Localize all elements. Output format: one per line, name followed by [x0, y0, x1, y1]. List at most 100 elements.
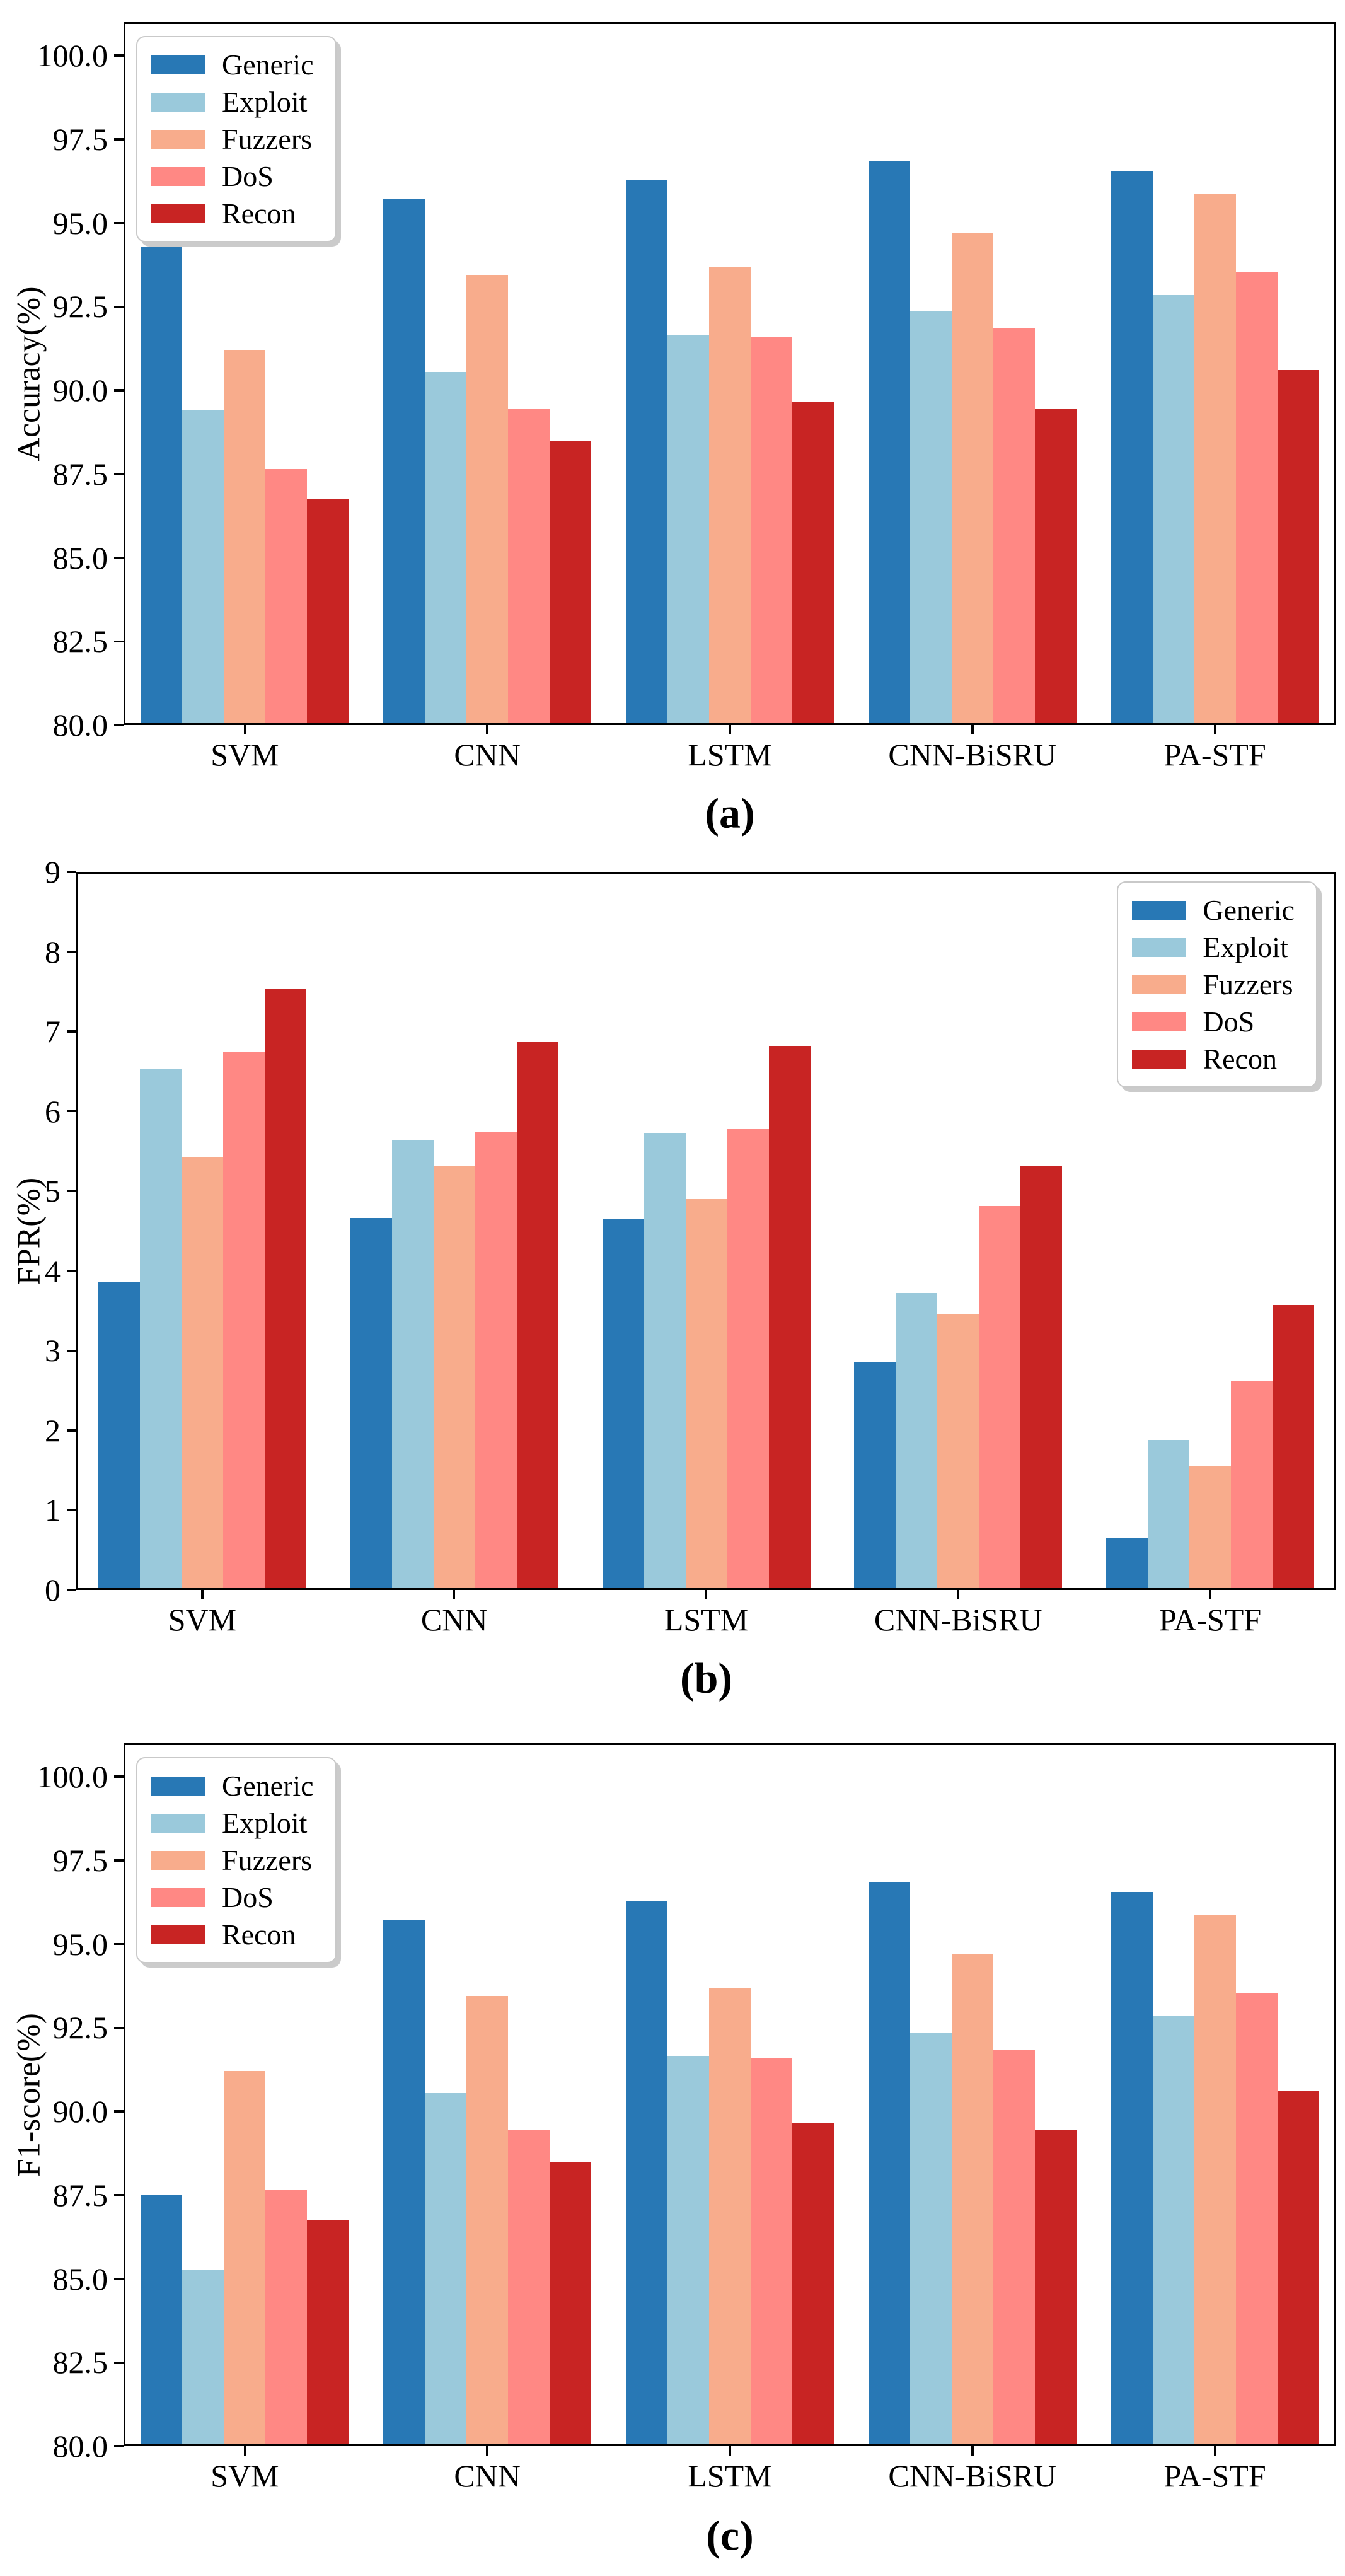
y-tick	[114, 305, 124, 308]
bar-c-SVM-Recon	[307, 2220, 349, 2446]
y-tick-label: 85.0	[52, 540, 108, 576]
legend: Generic Exploit Fuzzers DoS Recon	[136, 1757, 337, 1963]
y-tick	[114, 556, 124, 559]
bar-a-CNN-Exploit	[425, 371, 467, 725]
bar-c-PA-STF-Exploit	[1152, 2016, 1194, 2446]
legend-swatch-Recon	[151, 1925, 205, 1944]
y-tick-label: 92.5	[52, 289, 108, 325]
bar-c-SVM-Fuzzers	[224, 2071, 266, 2446]
bar-b-CNN-Recon	[516, 1041, 558, 1590]
bar-b-LSTM-Recon	[768, 1045, 811, 1590]
x-tick-label-CNN: CNN	[420, 1602, 488, 1637]
bar-b-PA-STF-Recon	[1273, 1305, 1315, 1590]
legend-swatch-Generic	[151, 55, 205, 74]
x-tick	[729, 2446, 731, 2456]
legend-label-Recon: Recon	[222, 1918, 296, 1951]
bar-a-CNN-BiSRU-Fuzzers	[951, 233, 993, 725]
x-tick	[243, 2446, 246, 2456]
legend-item-DoS: DoS	[151, 1879, 314, 1916]
y-tick-label: 1	[45, 1492, 61, 1528]
y-tick-label: 0	[45, 1572, 61, 1608]
y-tick-label: 8	[45, 934, 61, 970]
legend-item-Recon: Recon	[1132, 1040, 1295, 1077]
y-tick-label: 85.0	[52, 2261, 108, 2297]
y-tick-label: 2	[45, 1412, 61, 1448]
legend-swatch-Exploit	[151, 1813, 205, 1833]
bar-c-LSTM-Fuzzers	[709, 1987, 751, 2446]
bar-a-SVM-Fuzzers	[224, 350, 266, 725]
y-tick	[114, 724, 124, 726]
bar-c-CNN-Exploit	[425, 2092, 467, 2446]
legend-item-Exploit: Exploit	[151, 83, 314, 120]
legend-item-Generic: Generic	[151, 1767, 314, 1804]
bar-a-LSTM-Fuzzers	[709, 266, 751, 725]
bar-c-SVM-Generic	[141, 2195, 183, 2446]
legend-item-Exploit: Exploit	[151, 1804, 314, 1842]
legend-swatch-Exploit	[1132, 937, 1187, 957]
y-tick-label: 87.5	[52, 456, 108, 492]
y-tick	[114, 1942, 124, 1946]
bar-a-CNN-BiSRU-DoS	[993, 328, 1035, 725]
y-tick	[114, 1775, 124, 1778]
y-tick-label: 92.5	[52, 2010, 108, 2046]
bar-c-SVM-DoS	[265, 2190, 308, 2446]
x-tick-label-CNN-BiSRU: CNN-BiSRU	[874, 1602, 1042, 1637]
legend-swatch-Fuzzers	[151, 129, 205, 149]
bar-c-PA-STF-Fuzzers	[1194, 1915, 1236, 2446]
bar-b-LSTM-Exploit	[644, 1132, 686, 1590]
x-tick-label-PA-STF: PA-STF	[1163, 2458, 1266, 2493]
legend-label-Exploit: Exploit	[222, 1806, 308, 1839]
y-tick-label: 4	[45, 1253, 61, 1289]
y-tick-label: 87.5	[52, 2177, 108, 2213]
y-tick	[67, 1589, 76, 1591]
bar-a-CNN-DoS	[508, 409, 550, 725]
y-tick	[67, 1030, 76, 1033]
bar-a-CNN-BiSRU-Exploit	[909, 311, 952, 725]
legend-label-DoS: DoS	[222, 1881, 274, 1913]
bar-a-LSTM-Recon	[792, 402, 834, 725]
y-tick-label: 100.0	[37, 1759, 108, 1795]
y-tick	[114, 2110, 124, 2113]
x-tick	[486, 2446, 488, 2456]
y-tick-label: 95.0	[52, 205, 108, 241]
legend-swatch-Generic	[1132, 900, 1187, 920]
y-tick	[67, 950, 76, 953]
bar-b-CNN-BiSRU-Exploit	[896, 1293, 938, 1590]
y-tick-label: 5	[45, 1173, 61, 1209]
bar-a-SVM-Exploit	[182, 410, 224, 725]
x-tick	[243, 725, 246, 734]
bar-a-SVM-Generic	[141, 246, 183, 725]
bar-b-CNN-BiSRU-DoS	[979, 1206, 1021, 1590]
y-tick-label: 82.5	[52, 2345, 108, 2381]
y-tick-label: 6	[45, 1093, 61, 1129]
bar-a-SVM-Recon	[307, 499, 349, 725]
bar-a-LSTM-Exploit	[667, 335, 709, 725]
bar-a-LSTM-DoS	[751, 337, 792, 725]
legend-swatch-DoS	[1132, 1012, 1187, 1031]
y-tick	[114, 54, 124, 57]
legend-item-Recon: Recon	[151, 195, 314, 232]
y-tick-label: 9	[45, 854, 61, 890]
bar-b-CNN-BiSRU-Recon	[1020, 1166, 1063, 1590]
panel-caption-a: (a)	[705, 789, 755, 837]
legend-label-Fuzzers: Fuzzers	[222, 122, 313, 155]
bar-a-LSTM-Generic	[626, 179, 667, 725]
y-tick	[114, 138, 124, 141]
bar-b-LSTM-DoS	[727, 1128, 769, 1590]
bar-a-CNN-BiSRU-Recon	[1034, 409, 1077, 725]
x-tick-label-CNN: CNN	[454, 2458, 521, 2493]
x-tick-label-PA-STF: PA-STF	[1159, 1602, 1262, 1637]
legend-swatch-Fuzzers	[1132, 975, 1187, 994]
legend-label-DoS: DoS	[222, 160, 274, 192]
bar-a-CNN-Fuzzers	[466, 274, 509, 725]
y-tick	[67, 1429, 76, 1432]
bar-b-LSTM-Fuzzers	[685, 1198, 727, 1590]
legend-label-Generic: Generic	[222, 48, 314, 81]
bar-c-LSTM-DoS	[751, 2058, 792, 2446]
legend-label-Generic: Generic	[222, 1769, 314, 1802]
bar-b-LSTM-Generic	[602, 1219, 644, 1590]
panel-caption-b: (b)	[679, 1654, 733, 1702]
y-tick	[67, 1349, 76, 1352]
bar-b-SVM-Exploit	[139, 1069, 182, 1590]
y-tick	[67, 871, 76, 873]
